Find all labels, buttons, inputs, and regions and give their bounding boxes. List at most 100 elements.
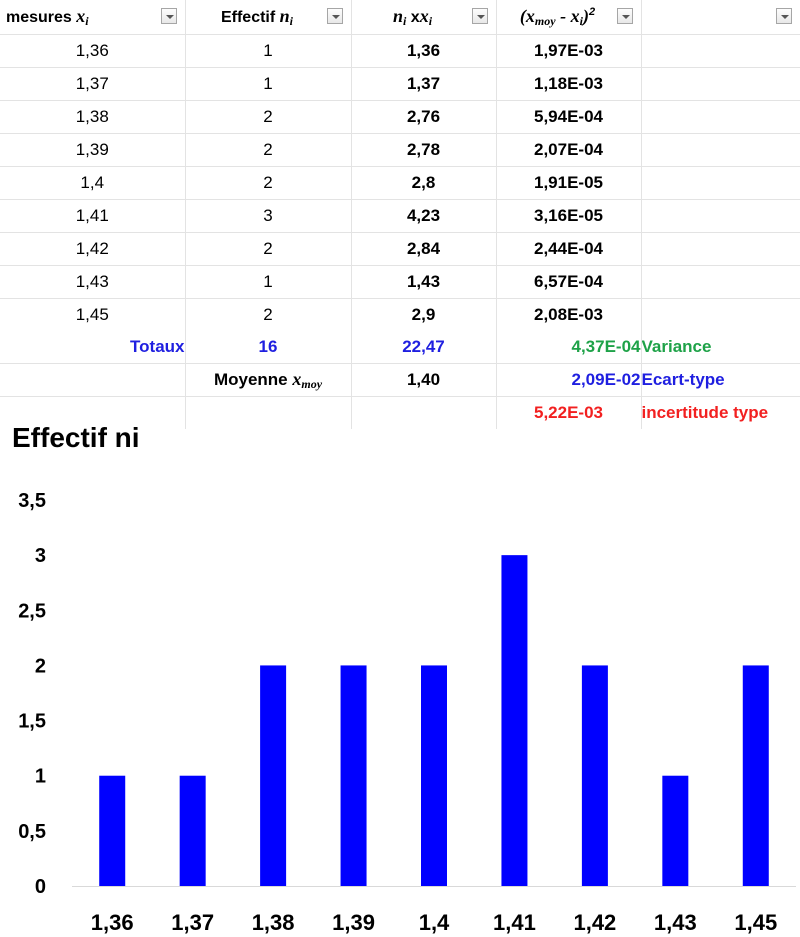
product-cell: 4,23 — [351, 199, 497, 233]
filter-dropdown-button[interactable] — [326, 8, 343, 24]
table-row: 1,43 1 1,43 6,57E-04 — [0, 265, 800, 299]
table-row: 1,38 2 2,76 5,94E-04 — [0, 100, 800, 134]
header-row: mesures xi Effectif ni ni xxi (xmoy - xi… — [0, 0, 800, 35]
x-tick-label: 1,36 — [91, 910, 134, 935]
totals-label: Totaux — [0, 331, 186, 364]
measure-cell: 1,36 — [0, 34, 186, 68]
measure-cell: 1,39 — [0, 133, 186, 167]
mean-value: 1,40 — [351, 363, 497, 397]
table-row: 1,39 2 2,78 2,07E-04 — [0, 133, 800, 167]
bar-1,38 — [260, 665, 287, 886]
totals-nx: 22,47 — [351, 331, 497, 364]
empty-cell — [185, 396, 352, 429]
data-table: mesures xi Effectif ni ni xxi (xmoy - xi… — [0, 0, 800, 429]
count-cell: 1 — [185, 34, 352, 68]
count-cell: 2 — [185, 100, 352, 134]
header-deviation: (xmoy - xi)2 — [496, 0, 642, 35]
header-mesures-sub: i — [85, 13, 89, 28]
measure-cell: 1,41 — [0, 199, 186, 233]
x-tick-label: 1,45 — [734, 910, 777, 935]
product-cell: 2,76 — [351, 100, 497, 134]
product-cell: 1,36 — [351, 34, 497, 68]
deviation-cell: 2,07E-04 — [496, 133, 642, 167]
chart-title: Effectif ni — [12, 422, 140, 453]
header-effectif-label: Effectif — [220, 8, 276, 26]
filter-dropdown-button[interactable] — [471, 8, 488, 24]
header-effectif-sub: i — [289, 13, 294, 28]
measure-cell: 1,43 — [0, 265, 186, 299]
header-product-sub2: i — [428, 13, 433, 28]
deviation-cell: 3,16E-05 — [496, 199, 642, 233]
y-tick-label: 2 — [35, 655, 46, 677]
table-row: 1,37 1 1,37 1,18E-03 — [0, 67, 800, 101]
filter-dropdown-button[interactable] — [775, 8, 792, 24]
table-row: 1,42 2 2,84 2,44E-04 — [0, 232, 800, 266]
bar-1,42 — [581, 665, 608, 886]
bar-1,36 — [99, 775, 126, 886]
y-tick-label: 2,5 — [18, 600, 46, 622]
bar-1,4 — [421, 665, 447, 886]
header-dev-close: ) — [582, 5, 589, 26]
empty-cell — [641, 34, 800, 68]
header-dev-mid: - x — [555, 5, 580, 26]
bar-1,37 — [179, 775, 206, 886]
totals-row: Totaux 16 22,47 4,37E-04 Variance — [0, 331, 800, 364]
table-row: 1,45 2 2,9 2,08E-03 — [0, 298, 800, 331]
variance-label: Variance — [641, 331, 800, 364]
measure-cell: 1,4 — [0, 166, 186, 200]
uncertainty-label: incertitude type — [641, 396, 800, 429]
empty-cell — [641, 100, 800, 134]
header-effectif: Effectif ni — [185, 0, 352, 35]
product-cell: 1,43 — [351, 265, 497, 299]
header-dev-sub2: i — [579, 13, 583, 28]
product-cell: 2,78 — [351, 133, 497, 167]
empty-cell — [641, 298, 800, 331]
empty-cell — [641, 67, 800, 101]
mean-row: Moyenne xmoy 1,40 2,09E-02 Ecart-type — [0, 363, 800, 397]
count-cell: 3 — [185, 199, 352, 233]
table-row: 1,41 3 4,23 3,16E-05 — [0, 199, 800, 233]
measure-cell: 1,37 — [0, 67, 186, 101]
y-tick-label: 1 — [35, 766, 46, 788]
measure-cell: 1,42 — [0, 232, 186, 266]
deviation-cell: 1,97E-03 — [496, 34, 642, 68]
x-tick-label: 1,4 — [419, 910, 450, 935]
table-row: 1,36 1 1,36 1,97E-03 — [0, 34, 800, 68]
y-tick-label: 3 — [35, 545, 46, 567]
header-dev-sup: 2 — [588, 5, 596, 18]
count-cell: 1 — [185, 265, 352, 299]
count-cell: 2 — [185, 166, 352, 200]
empty-cell — [351, 396, 497, 429]
x-tick-label: 1,39 — [332, 910, 375, 935]
bar-1,43 — [662, 775, 689, 886]
mean-var: x — [292, 368, 302, 389]
filter-dropdown-button[interactable] — [616, 8, 633, 24]
mean-label: Moyenne — [213, 369, 288, 389]
x-tick-label: 1,38 — [252, 910, 295, 935]
header-product-var1: n — [392, 5, 403, 26]
header-dev-sub1: moy — [534, 13, 556, 28]
product-cell: 2,8 — [351, 166, 497, 200]
count-cell: 1 — [185, 67, 352, 101]
deviation-cell: 1,91E-05 — [496, 166, 642, 200]
y-tick-label: 3,5 — [18, 490, 46, 512]
x-tick-label: 1,41 — [493, 910, 536, 935]
header-mesures-label: mesures — [6, 8, 72, 26]
x-tick-label: 1,43 — [654, 910, 697, 935]
totals-n: 16 — [185, 331, 352, 364]
header-mesures: mesures xi — [0, 0, 186, 35]
header-product-times: x — [410, 8, 420, 26]
product-cell: 2,9 — [351, 298, 497, 331]
bar-1,41 — [501, 555, 528, 886]
uncertainty-value: 5,22E-03 — [496, 396, 642, 429]
y-tick-label: 1,5 — [18, 711, 46, 733]
filter-dropdown-button[interactable] — [160, 8, 177, 24]
empty-cell — [0, 396, 186, 429]
deviation-cell: 6,57E-04 — [496, 265, 642, 299]
measure-cell: 1,45 — [0, 298, 186, 331]
deviation-cell: 2,08E-03 — [496, 298, 642, 331]
count-cell: 2 — [185, 298, 352, 331]
header-effectif-var: n — [279, 5, 290, 26]
header-empty — [641, 0, 800, 35]
measure-cell: 1,38 — [0, 100, 186, 134]
